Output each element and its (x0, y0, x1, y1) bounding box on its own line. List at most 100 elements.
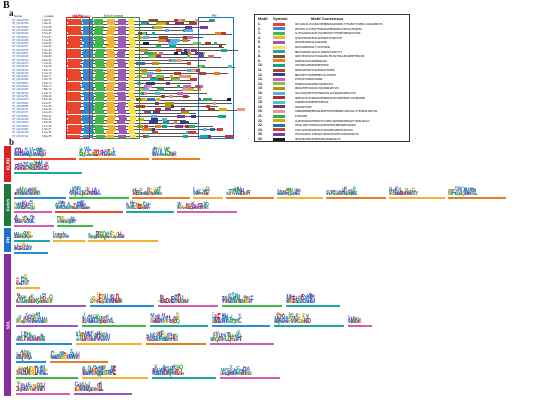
motif-row: 5. DPSEWPGSEWKGLVGNGSEPK (255, 40, 411, 44)
motif-segment (128, 78, 135, 82)
motif-segment (118, 45, 127, 49)
svg-text:H: H (102, 147, 106, 158)
motif-segment (155, 108, 161, 112)
svg-text:Q: Q (335, 192, 339, 194)
svg-text:C: C (292, 316, 296, 319)
motif-segment (140, 91, 145, 95)
motif-segment (118, 61, 127, 65)
sequence-pvalue: 2.10e-88 (42, 28, 52, 32)
svg-text:G: G (92, 387, 96, 393)
svg-text:N: N (155, 189, 159, 197)
motif-row: 22. GLEDHGSKDGWTNPWWYTDLVRELLKDHTRQPAREGG… (255, 119, 411, 123)
svg-text:S: S (236, 331, 239, 337)
sequence-logo: DNWHTEMYNPQLQSHVQFGCRH (14, 230, 50, 242)
svg-text:P: P (61, 216, 65, 222)
svg-text:Y: Y (14, 193, 17, 194)
svg-text:M: M (36, 312, 40, 318)
svg-text:W: W (215, 317, 220, 325)
motif-segment (95, 52, 105, 55)
svg-text:H: H (97, 330, 101, 340)
svg-text:Q: Q (206, 186, 210, 191)
svg-text:E: E (172, 155, 176, 157)
svg-text:G: G (195, 204, 199, 206)
svg-text:S: S (176, 364, 180, 368)
motif-segment (205, 104, 210, 108)
svg-text:L: L (20, 299, 23, 305)
motif-segment (157, 78, 164, 82)
motif-consensus: PHSSVKLTLTAHGVTFHNGRVVPNHRSARIVYPPILDYRQ… (295, 26, 362, 31)
svg-text:R: R (16, 369, 19, 373)
svg-text:D: D (310, 295, 314, 298)
svg-text:D: D (139, 204, 143, 211)
svg-text:A: A (94, 187, 98, 193)
motif-number: 10. (258, 63, 263, 68)
svg-text:I: I (228, 320, 229, 324)
svg-text:Q: Q (67, 220, 72, 224)
svg-text:R: R (78, 385, 82, 387)
svg-text:K: K (15, 247, 19, 250)
svg-text:G: G (411, 186, 415, 197)
motif-color-bar (220, 377, 280, 379)
svg-text:W: W (92, 316, 97, 321)
sequence-pvalue: 2.61e-74 (42, 81, 52, 85)
svg-text:F: F (291, 192, 295, 196)
motif-segment (182, 35, 188, 39)
svg-text:A: A (58, 221, 62, 222)
motif-row: 10. VSTSRRSGSMSNASEEPSPKVR (255, 63, 411, 67)
sequence-logo: KWATYSYIEQFLGGGSHDDQESSEDVVRIW (126, 200, 174, 213)
motif-segment (203, 98, 213, 102)
motif-segment (82, 25, 93, 29)
svg-text:P: P (162, 332, 166, 338)
svg-text:M: M (157, 370, 161, 372)
svg-text:S: S (235, 368, 239, 371)
svg-text:I: I (169, 316, 170, 325)
motif-segment (221, 114, 226, 118)
svg-text:I: I (174, 300, 175, 304)
motif-segment (146, 75, 153, 79)
svg-text:E: E (225, 298, 229, 300)
svg-text:T: T (238, 330, 242, 334)
motif-segment (186, 124, 196, 128)
svg-text:I: I (87, 318, 88, 320)
motif-segment (142, 42, 149, 46)
svg-text:E: E (218, 312, 221, 325)
svg-text:H: H (92, 319, 96, 325)
svg-text:H: H (154, 368, 158, 377)
svg-text:H: H (349, 318, 353, 321)
motif-segment (180, 108, 185, 112)
plot-column-header: p-value (44, 14, 54, 18)
svg-text:Q: Q (157, 154, 161, 155)
svg-text:N: N (242, 299, 246, 305)
motif-segment (118, 28, 127, 32)
svg-text:N: N (352, 319, 356, 325)
sequence-logo: CRGRDPYAYKDNCDYPTPGYDFVLYFMKMP (16, 364, 78, 379)
motif-consensus: ETDSDVEE (295, 114, 308, 118)
svg-text:I: I (231, 316, 232, 318)
svg-text:G: G (247, 297, 251, 299)
sequence-logo: TEEKIGVNHKRMSVDKHQFDSGDKCMGLAIQ (389, 186, 445, 199)
motif-segment (164, 104, 172, 108)
motif-segment (128, 61, 135, 65)
svg-text:M: M (39, 161, 43, 170)
svg-text:R: R (146, 332, 149, 343)
motif-segment (66, 91, 81, 95)
motif-number: 21. (258, 114, 263, 118)
svg-text:H: H (94, 372, 98, 376)
motif-segment (94, 111, 104, 115)
motif-segment (151, 114, 157, 118)
svg-text:W: W (307, 293, 313, 297)
svg-text:Y: Y (128, 205, 132, 206)
svg-text:I: I (27, 149, 28, 153)
svg-text:L: L (222, 335, 225, 339)
svg-text:R: R (243, 365, 247, 377)
sequence-pvalue: 1.48e-59 (42, 121, 52, 125)
svg-text:I: I (160, 292, 162, 305)
motif-segment (106, 118, 115, 121)
svg-text:M: M (96, 367, 100, 369)
sequence-logo: TECTEPQLLHTCNYNEQSGYFEESCYIKQVTQSIEGMNDW… (16, 292, 86, 307)
motif-segment (82, 35, 93, 39)
svg-text:D: D (83, 371, 87, 377)
svg-text:R: R (152, 368, 155, 370)
motif-segment (67, 118, 82, 121)
svg-text:G: G (27, 192, 32, 196)
